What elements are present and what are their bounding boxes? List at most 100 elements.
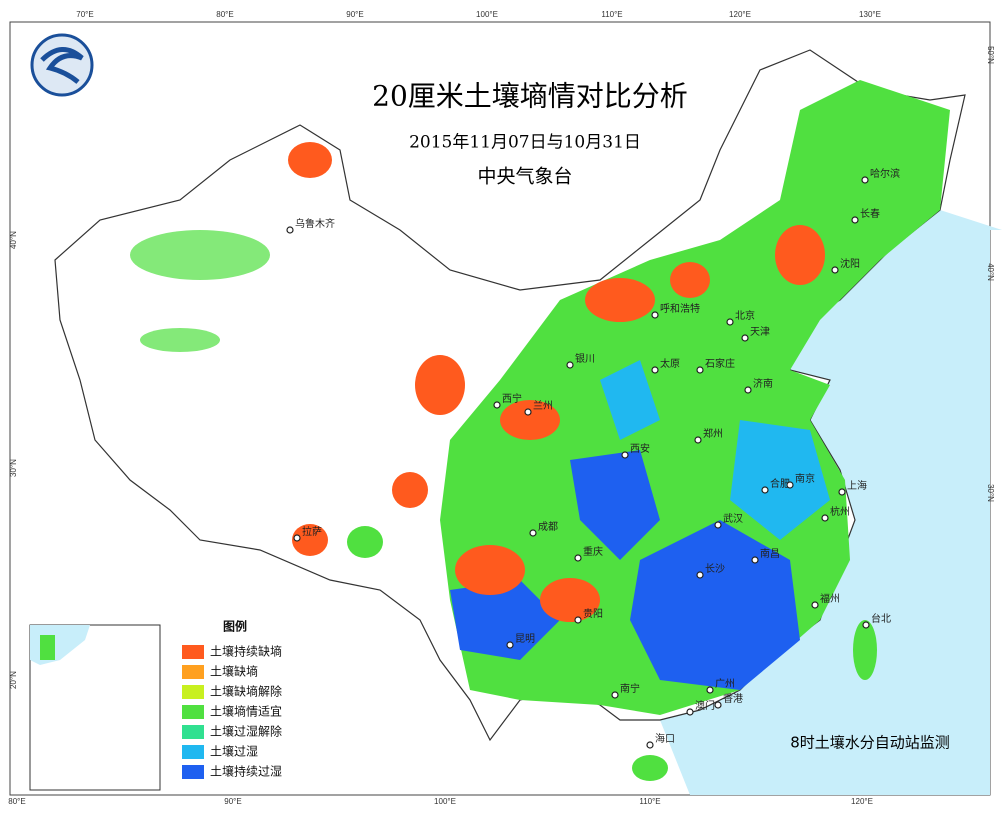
logo — [30, 33, 94, 97]
area-suitable — [140, 328, 220, 352]
graticule-label: 90°E — [346, 10, 363, 19]
legend-swatch — [182, 665, 204, 679]
city-marker — [851, 216, 859, 224]
legend-swatch — [182, 645, 204, 659]
legend-label: 土壤持续过湿 — [210, 764, 282, 779]
city-label: 上海 — [847, 479, 867, 492]
city-label: 哈尔滨 — [870, 167, 900, 180]
city-label: 太原 — [660, 357, 680, 370]
area-dry — [455, 545, 525, 595]
area-dry — [585, 278, 655, 322]
graticule-label: 70°E — [76, 10, 93, 19]
city-label: 长沙 — [705, 563, 725, 575]
area-dry — [500, 400, 560, 440]
graticule-label: 120°E — [729, 10, 751, 19]
legend-swatch — [182, 745, 204, 759]
city-marker — [741, 334, 749, 342]
area-dry — [670, 262, 710, 298]
graticule-label: 110°E — [639, 797, 660, 806]
city-marker — [651, 366, 659, 374]
graticule-label: 40°N — [9, 231, 18, 249]
city-label: 合肥 — [770, 477, 790, 490]
city-marker — [744, 386, 752, 394]
graticule-label: 100°E — [476, 10, 498, 19]
city-label: 福州 — [820, 592, 840, 605]
subtitle: 2015年11月07日与10月31日 — [409, 133, 641, 153]
area-dry — [292, 524, 328, 556]
graticule-label: 30°N — [986, 484, 995, 502]
graticule-label: 120°E — [851, 797, 873, 806]
legend-swatch — [182, 765, 204, 779]
city-marker — [751, 556, 759, 564]
city-marker — [811, 601, 819, 609]
city-label: 台北 — [871, 612, 891, 625]
area-wet — [570, 450, 660, 560]
sea — [660, 210, 1002, 795]
legend-label: 土壤过湿解除 — [210, 724, 282, 739]
city-label: 西宁 — [502, 392, 522, 405]
city-marker — [286, 226, 294, 234]
city-marker — [566, 361, 574, 369]
agency: 中央气象台 — [477, 166, 572, 188]
area-dry — [415, 355, 465, 415]
graticule-label: 40°N — [986, 263, 995, 281]
city-label: 北京 — [735, 309, 755, 322]
area-dry — [288, 142, 332, 178]
city-label: 银川 — [575, 352, 595, 365]
title: 20厘米土壤墒情对比分析 — [372, 80, 688, 113]
legend-label: 土壤缺墒解除 — [210, 684, 282, 699]
city-label: 拉萨 — [302, 525, 322, 538]
graticule-label: 50°N — [986, 46, 995, 64]
city-marker — [696, 366, 704, 374]
city-marker — [696, 571, 704, 579]
city-label: 石家庄 — [705, 357, 735, 370]
city-label: 贵阳 — [583, 607, 603, 620]
legend-swatch — [182, 725, 204, 739]
graticule-label: 90°E — [224, 797, 241, 806]
city-label: 长春 — [860, 208, 880, 220]
graticule-label: 110°E — [601, 10, 622, 19]
city-label: 济南 — [753, 377, 773, 390]
taiwan — [853, 620, 877, 680]
legend-label: 土壤过湿 — [210, 744, 258, 759]
city-label: 香港 — [723, 693, 743, 705]
city-label: 呼和浩特 — [660, 303, 700, 315]
note: 8时土壤水分自动站监测 — [790, 734, 950, 752]
city-marker — [862, 621, 870, 629]
area-wet — [450, 580, 560, 660]
city-label: 澳门 — [695, 699, 715, 712]
graticule-label: 80°E — [8, 797, 25, 806]
city-marker — [714, 701, 722, 709]
city-label: 南宁 — [620, 682, 640, 695]
area-suitable — [130, 230, 270, 280]
city-marker — [574, 616, 582, 624]
city-marker — [861, 176, 869, 184]
city-label: 南京 — [795, 472, 815, 485]
city-marker — [646, 741, 654, 749]
city-marker — [714, 521, 722, 529]
city-marker — [694, 436, 702, 444]
city-label: 郑州 — [703, 427, 723, 440]
graticule-label: 130°E — [859, 10, 881, 19]
city-marker — [651, 311, 659, 319]
hainan — [632, 755, 668, 781]
city-label: 兰州 — [533, 399, 553, 412]
legend-label: 土壤墒情适宜 — [210, 704, 282, 719]
city-marker — [529, 529, 537, 537]
legend-label: 土壤持续缺墒 — [210, 644, 282, 659]
city-label: 天津 — [750, 326, 770, 338]
city-label: 沈阳 — [840, 257, 860, 270]
legend-title: 图例 — [223, 619, 247, 634]
city-marker — [524, 408, 532, 416]
city-label: 昆明 — [515, 633, 535, 645]
city-marker — [726, 318, 734, 326]
city-marker — [574, 554, 582, 562]
city-marker — [786, 481, 794, 489]
city-marker — [706, 686, 714, 694]
city-label: 杭州 — [830, 505, 850, 518]
city-marker — [838, 488, 846, 496]
area-suitable — [440, 80, 950, 715]
area-suitable — [347, 526, 383, 558]
